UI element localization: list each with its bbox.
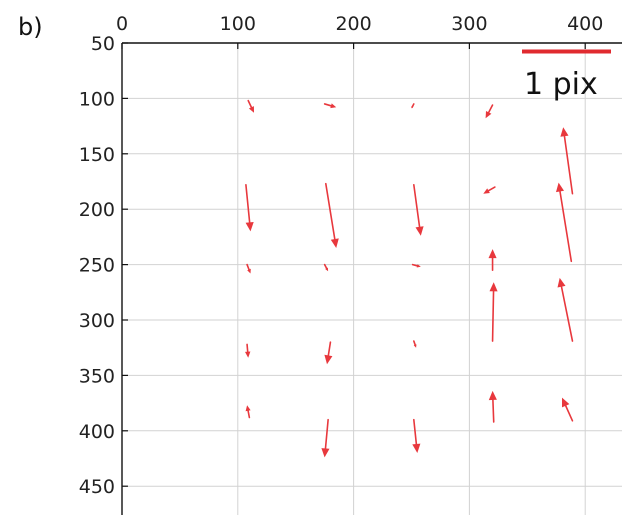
vector-arrow-head [488,249,497,259]
vector-arrow-head [415,226,424,236]
vector-arrow-head [321,448,330,458]
vector-arrow [321,418,330,458]
vector-arrow [488,390,497,423]
vector-arrow [245,343,251,358]
vector-arrow-head [325,267,329,272]
vector-arrow [246,263,251,274]
y-tick-label: 400 [79,421,115,443]
vector-arrow-head [557,277,566,288]
vector-arrow-head [416,264,421,268]
vector-arrow-shaft [491,289,495,342]
vector-arrow-head [562,397,570,408]
vector-arrow-head [556,182,564,193]
vector-arrow-shaft [246,263,251,272]
vector-arrow-head [411,105,414,109]
vector-arrow-head [324,354,333,365]
vector-arrow-shaft [492,398,495,423]
vector-arrow [557,277,574,342]
vector-arrows [245,99,574,458]
vector-arrow [247,99,254,113]
vector-arrow-shaft [327,341,332,358]
vector-arrow [323,103,337,109]
vector-arrow-shaft [413,184,421,229]
y-tick-label: 100 [79,88,115,110]
scale-bar: 1 pix [522,49,611,102]
scale-bar-label: 1 pix [524,67,598,102]
vector-arrow [325,182,339,248]
vector-arrow-head [489,282,498,292]
y-tick-label: 300 [79,310,115,332]
vector-arrow-head [245,405,251,412]
vector-arrow-head [413,344,417,348]
vector-arrow [411,263,421,268]
vector-arrow-shaft [245,184,251,225]
vector-arrow [245,405,251,419]
vector-arrow-head [245,222,254,232]
vector-arrow [411,103,415,109]
vector-arrow-shaft [486,186,496,192]
panel-label: b) [18,13,43,41]
vector-arrow-shaft [247,99,253,110]
y-tick-label: 50 [91,33,115,55]
x-tick-label: 200 [335,13,371,35]
vector-arrow-shaft [563,134,574,195]
tick-labels: 0 100 200 300 400 50 100 150 200 250 300 350 400 450 [79,13,604,498]
vector-arrow [485,104,494,119]
vector-arrow-shaft [564,404,574,422]
vector-arrow-shaft [246,343,249,354]
vector-arrow-shaft [323,103,333,107]
vector-arrow [413,340,417,348]
vector-arrow-head [485,111,492,119]
vector-arrow-shaft [325,182,336,241]
vector-arrow [489,282,498,342]
vector-arrow-head [483,188,490,194]
x-tick-label: 100 [220,13,256,35]
vector-arrow-head [330,238,339,248]
vector-arrow [324,341,333,365]
vector-arrow-shaft [247,409,251,419]
vector-arrow [413,184,424,236]
vector-arrow-head [488,390,497,401]
x-tick-label: 0 [116,13,128,35]
vector-arrow-shaft [324,418,329,451]
vector-arrow-shaft [559,189,573,263]
vector-arrow-shaft [560,284,574,342]
vector-arrow [556,182,573,263]
vector-arrow [488,249,497,271]
vector-arrow-head [248,106,254,113]
y-tick-label: 150 [79,144,115,166]
x-tick-label: 300 [451,13,487,35]
vector-arrow [323,263,329,272]
y-tick-label: 350 [79,365,115,387]
vector-arrow-head [330,103,337,109]
vector-arrow-shaft [487,104,494,115]
grid [122,43,622,515]
vector-arrow-head [412,443,421,453]
y-tick-label: 250 [79,255,115,277]
vector-arrow [412,418,421,453]
y-tick-label: 450 [79,476,115,498]
vector-arrow [562,397,574,422]
y-tick-label: 200 [79,199,115,221]
vector-arrow [560,127,574,195]
axes [121,42,622,515]
vector-arrow [245,184,254,232]
vector-arrow-head [560,127,569,137]
vector-arrow [483,186,496,194]
vector-arrow-head [245,351,251,358]
vector-arrow-shaft [413,418,418,446]
x-tick-label: 400 [567,13,603,35]
vector-arrow-head [247,268,251,274]
